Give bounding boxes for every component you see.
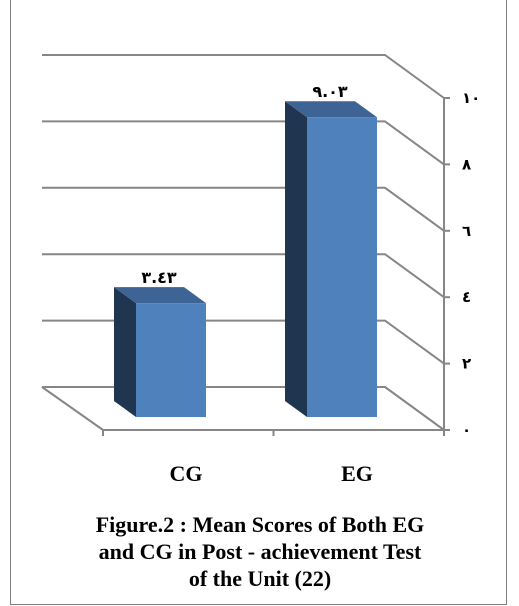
bar-side-EG: [285, 101, 307, 417]
data-label-CG: ٣.٤٣: [141, 268, 177, 287]
data-label-EG: ٩.٠٣: [312, 82, 348, 101]
gridline-5: [42, 54, 445, 99]
x-tick-label-EG: EG: [341, 461, 373, 486]
bar-EG: [307, 117, 377, 417]
y-tick-label: ١٠: [462, 89, 480, 107]
gridline-4: [42, 120, 445, 166]
figure-frame: [10, 0, 507, 605]
y-tick-label: ٤: [462, 288, 471, 306]
y-tick-label: ٨: [462, 155, 471, 173]
chart-labels: ٠ ٢ ٤ ٦ ٨ ١٠ ٣.٤٣ CG ٩.٠٣ EG: [141, 82, 480, 486]
chart-floor: [41, 386, 448, 431]
bar-chart: ٠ ٢ ٤ ٦ ٨ ١٠ ٣.٤٣ CG ٩.٠٣ EG: [41, 54, 480, 486]
bar-side-CG: [114, 287, 136, 417]
gridline-1: [42, 319, 445, 365]
chart-bars: [114, 101, 377, 417]
caption-line-3: of the Unit (22): [188, 566, 332, 591]
y-tick-label: ٠: [462, 421, 471, 439]
y-tick-label: ٦: [462, 222, 471, 240]
gridline-2: [42, 253, 445, 299]
y-tick-label: ٢: [462, 355, 471, 373]
bar-top-CG: [114, 287, 206, 304]
chart-grid: [41, 54, 450, 436]
caption-line-2: and CG in Post - achievement Test: [98, 539, 422, 564]
caption-line-1: Figure.2 : Mean Scores of Both EG: [95, 512, 425, 537]
bar-CG: [136, 303, 206, 417]
figure-caption: Figure.2 : Mean Scores of Both EG and CG…: [40, 511, 480, 592]
bar-top-EG: [285, 101, 377, 118]
gridline-3: [42, 186, 445, 232]
gridline-0: [42, 386, 445, 431]
x-tick-label-CG: CG: [170, 461, 203, 486]
